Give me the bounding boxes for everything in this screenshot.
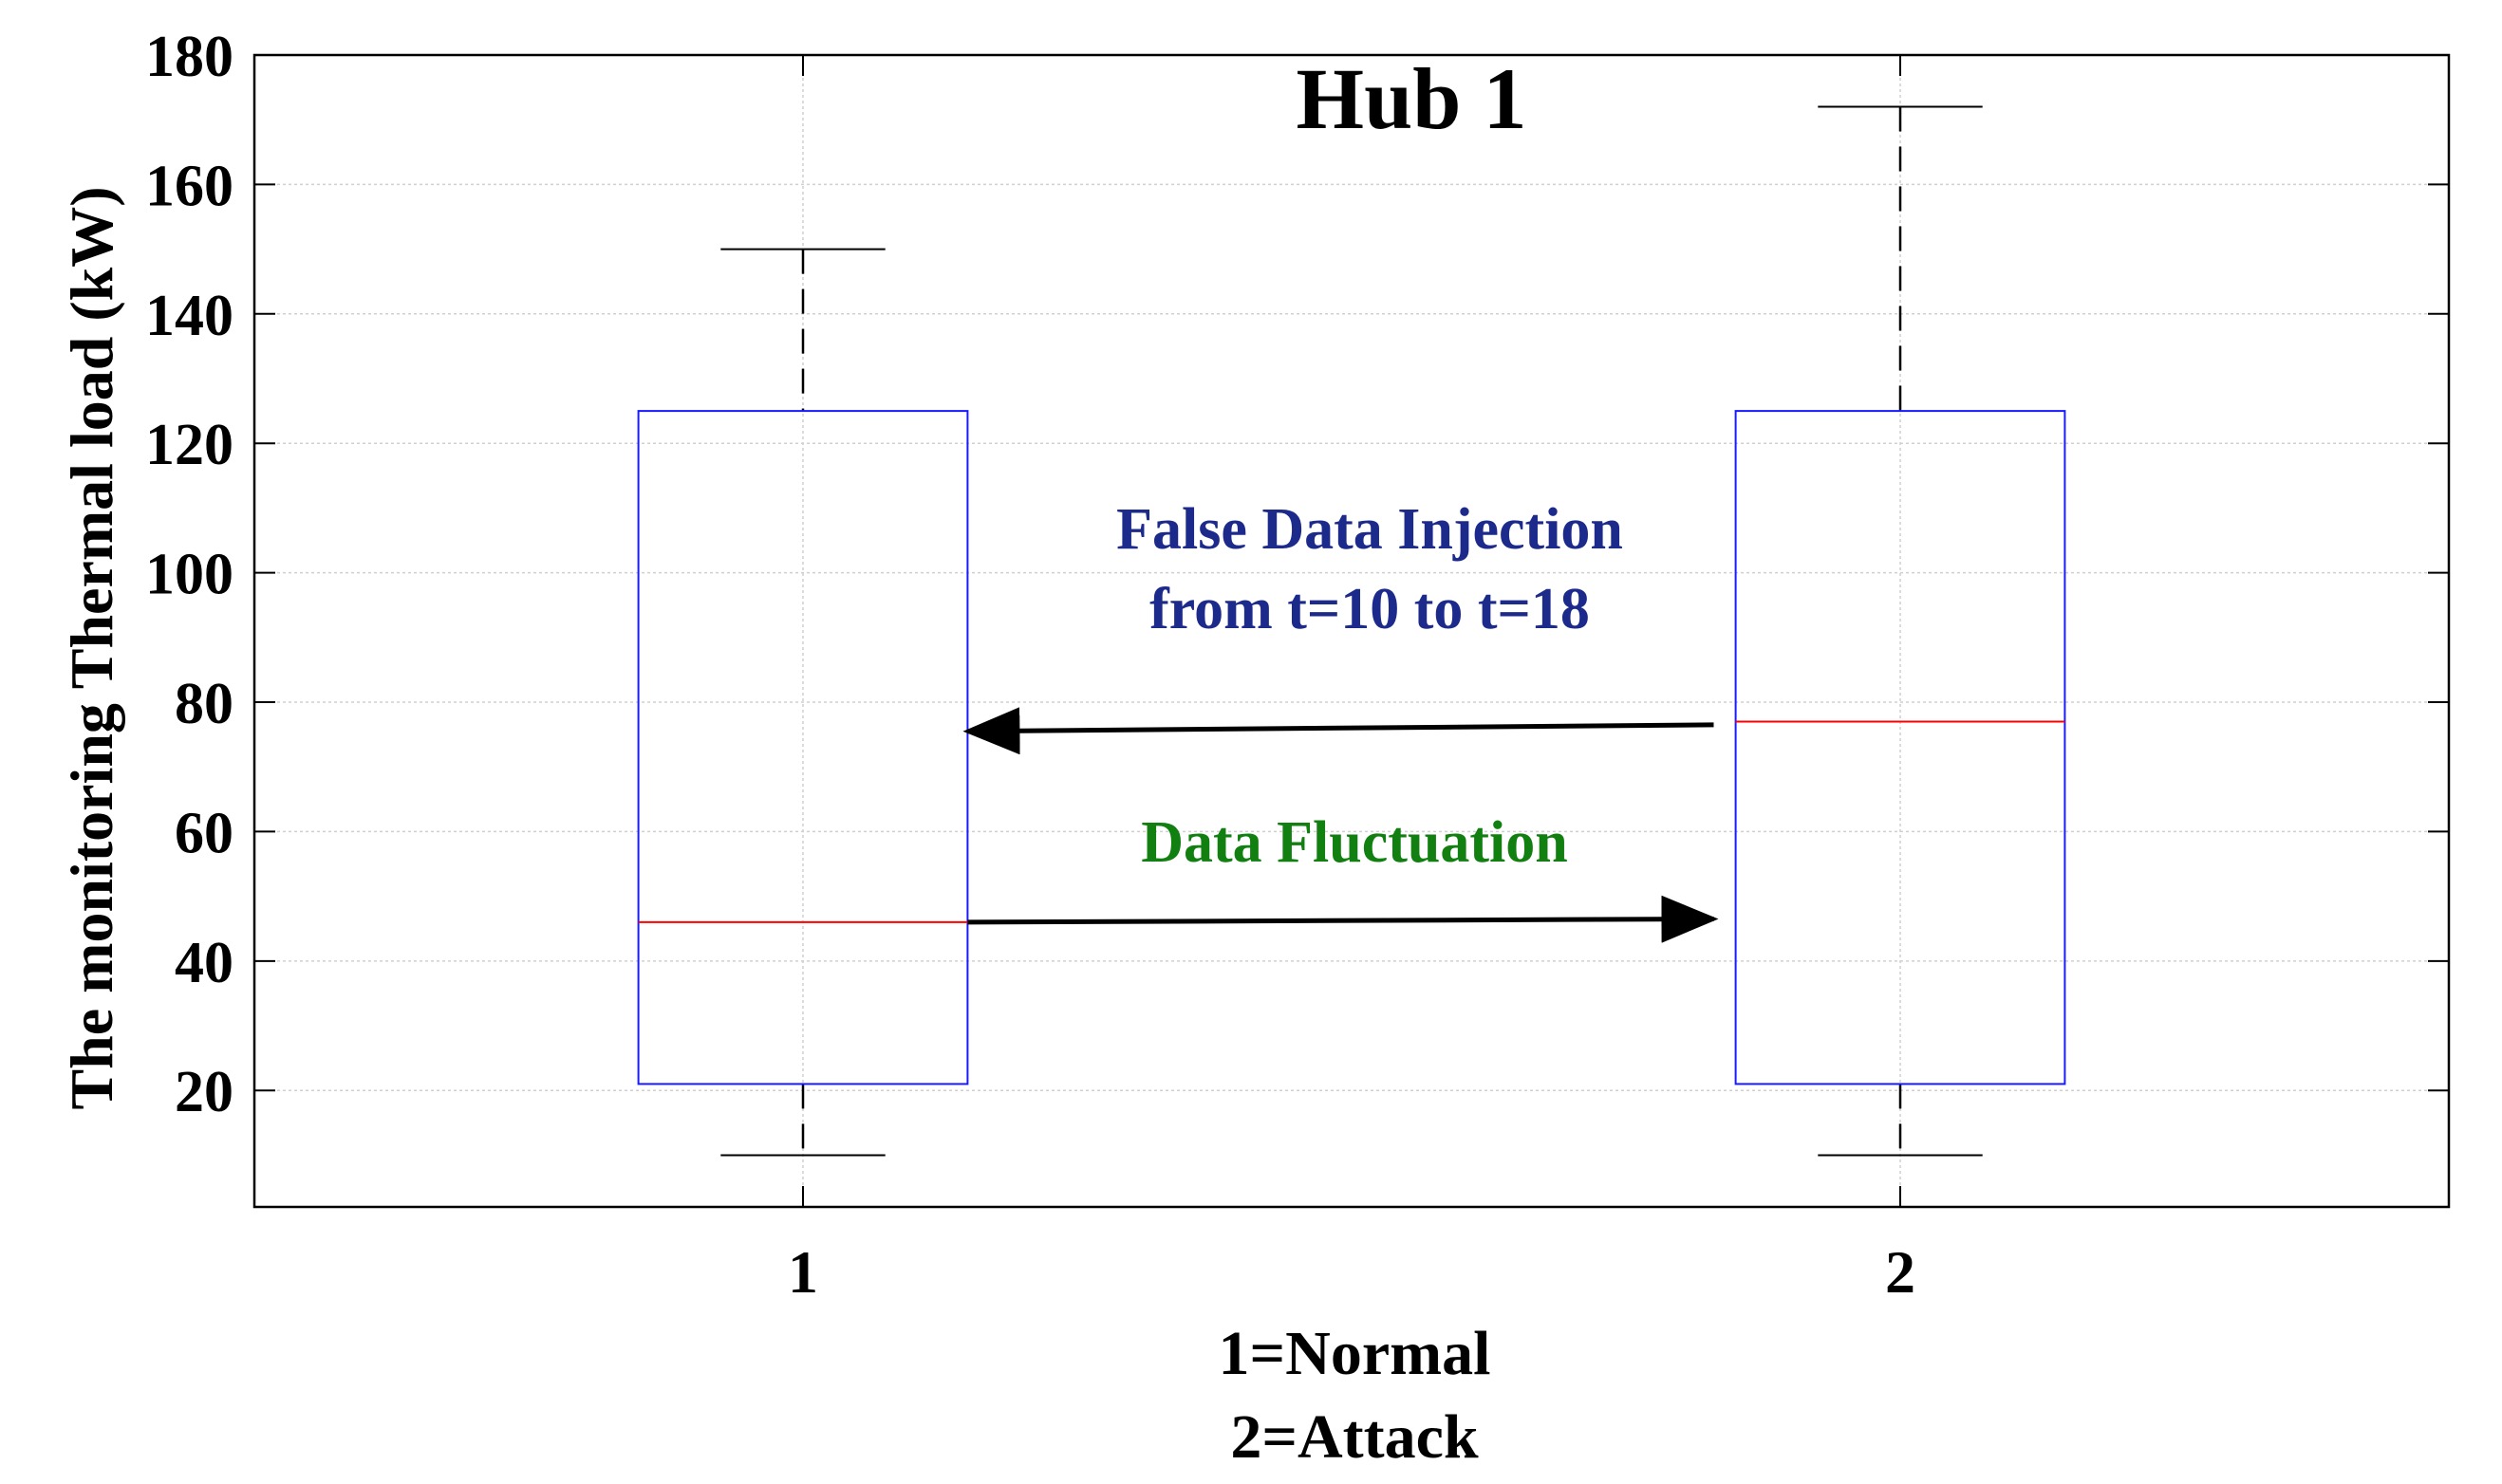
annotation-arrow xyxy=(967,895,1719,943)
y-tick-label: 160 xyxy=(145,154,233,218)
annotation-arrow xyxy=(962,707,1714,755)
y-tick-label: 140 xyxy=(145,284,233,348)
x-axis-label-line-2: 2=Attack xyxy=(1230,1402,1479,1472)
iqr-box xyxy=(1734,410,2066,1085)
chart-title: Hub 1 xyxy=(1297,50,1527,147)
x-axis-label-line-1: 1=Normal xyxy=(1219,1319,1491,1388)
y-axis-label: The monitoring Thermal load (kW) xyxy=(58,186,125,1109)
y-tick-label: 180 xyxy=(145,25,233,89)
y-tick-label: 20 xyxy=(175,1060,233,1124)
y-tick-label: 60 xyxy=(175,801,233,865)
annotation-text: from t=10 to t=18 xyxy=(1149,577,1590,641)
plot-frame xyxy=(252,53,2451,1209)
annotations: False Data Injection from t=10 to t=18 Dat… xyxy=(962,497,1719,943)
annotation-text: False Data Injection xyxy=(1116,497,1623,562)
y-tick-label: 120 xyxy=(145,413,233,477)
annotation-text: Data Fluctuation xyxy=(1141,810,1568,875)
y-tick-label: 40 xyxy=(175,931,233,995)
x-tick-label: 1 xyxy=(788,1238,818,1306)
boxes xyxy=(637,105,2066,1157)
x-tick-label: 2 xyxy=(1885,1238,1915,1306)
y-tick-label: 100 xyxy=(145,543,233,607)
axes: 20 40 60 80 100 120 140 160 180 1 2 xyxy=(145,25,2451,1306)
y-tick-label: 80 xyxy=(175,672,233,736)
